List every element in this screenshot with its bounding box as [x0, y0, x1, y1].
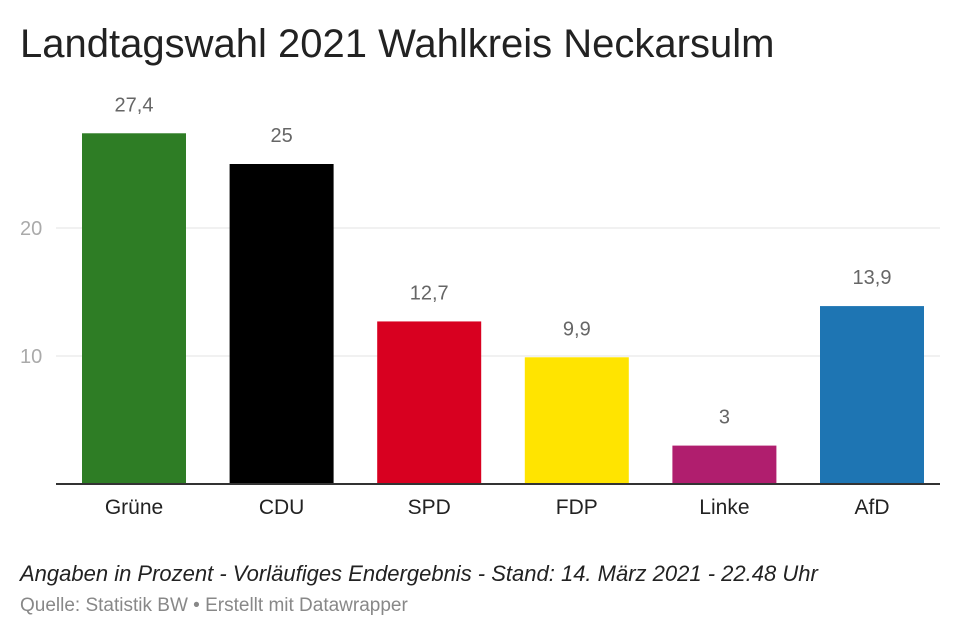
x-tick-label: FDP [556, 496, 598, 519]
bar-linke [672, 445, 777, 484]
x-tick-label: Grüne [105, 496, 163, 519]
bar-afd [820, 306, 924, 484]
x-tick-label: AfD [854, 496, 889, 519]
bar-cdu [229, 164, 334, 484]
bar-grüne [82, 133, 186, 484]
bar-spd [377, 321, 482, 484]
value-label: 25 [270, 125, 292, 147]
value-labels: 27,4 25 12,7 9,9 3 13,9 [115, 94, 892, 428]
x-tick-label: SPD [408, 496, 451, 519]
value-label: 27,4 [115, 94, 154, 116]
y-tick-label: 10 [20, 346, 42, 368]
gridlines: 10 20 [20, 218, 940, 368]
value-label: 13,9 [853, 267, 892, 289]
value-label: 12,7 [410, 282, 449, 304]
chart-title: Landtagswahl 2021 Wahlkreis Neckarsulm [20, 22, 775, 66]
value-label: 9,9 [563, 318, 591, 340]
bars [82, 133, 924, 484]
x-tick-label: CDU [259, 496, 305, 519]
x-tick-label: Linke [699, 496, 749, 519]
chart-note: Angaben in Prozent - Vorläufiges Enderge… [20, 561, 818, 586]
value-label: 3 [719, 407, 730, 429]
x-axis: Grüne CDU SPD FDP Linke AfD [56, 483, 940, 519]
chart-source: Quelle: Statistik BW • Erstellt mit Data… [20, 595, 408, 616]
bar-fdp [524, 357, 629, 484]
y-tick-label: 20 [20, 218, 42, 240]
